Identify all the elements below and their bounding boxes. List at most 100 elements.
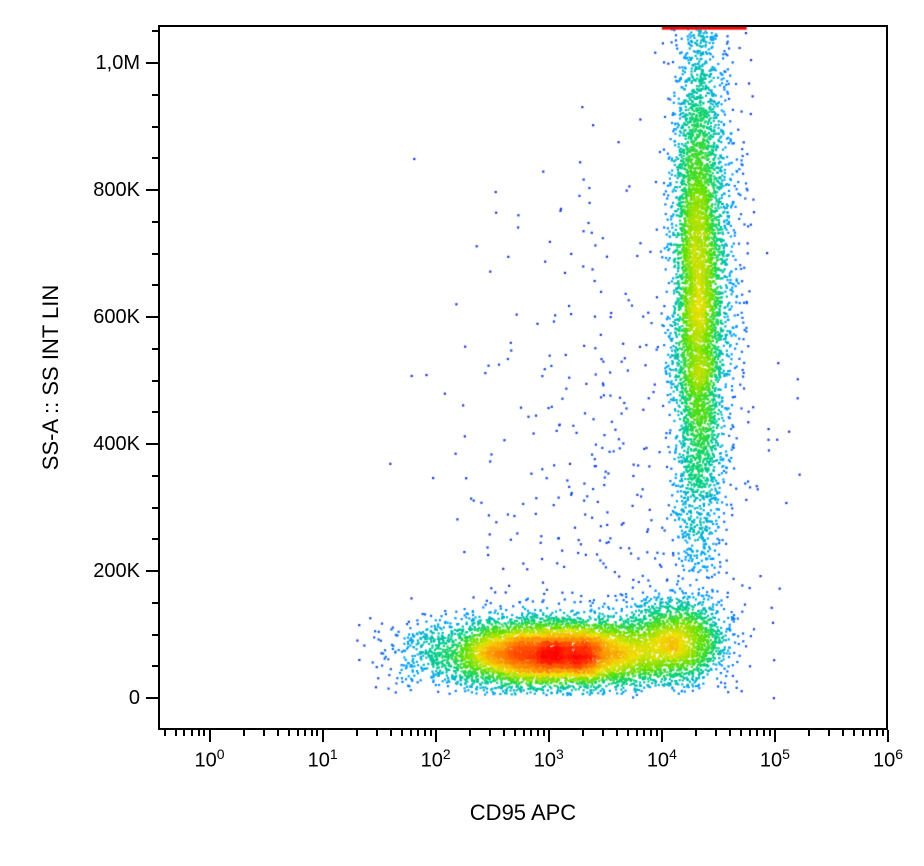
- tick-mark: [152, 94, 158, 96]
- tick-mark: [887, 730, 889, 742]
- tick-mark: [616, 730, 618, 736]
- tick-mark: [763, 730, 765, 736]
- tick-mark: [756, 730, 758, 736]
- tick-mark: [288, 730, 290, 736]
- tick-mark: [828, 730, 830, 736]
- tick-mark: [297, 730, 299, 736]
- tick-mark: [424, 730, 426, 736]
- tick-mark: [602, 730, 604, 736]
- tick-label: 100: [195, 746, 225, 773]
- tick-mark: [774, 730, 776, 742]
- y-axis-title: SS-A :: SS INT LIN: [38, 25, 64, 730]
- tick-mark: [152, 602, 158, 604]
- tick-mark: [390, 730, 392, 736]
- tick-mark: [489, 730, 491, 736]
- tick-mark: [636, 730, 638, 736]
- tick-mark: [650, 730, 652, 736]
- tick-mark: [729, 730, 731, 736]
- plot-area: [158, 25, 888, 730]
- tick-mark: [146, 316, 158, 318]
- tick-mark: [430, 730, 432, 736]
- tick-label: 103: [534, 746, 564, 773]
- tick-label: 1,0M: [96, 52, 140, 75]
- tick-mark: [853, 730, 855, 736]
- tick-mark: [304, 730, 306, 736]
- tick-mark: [146, 62, 158, 64]
- tick-label: 400K: [93, 433, 140, 456]
- tick-mark: [152, 348, 158, 350]
- tick-mark: [401, 730, 403, 736]
- tick-mark: [537, 730, 539, 736]
- tick-mark: [503, 730, 505, 736]
- tick-label: 102: [421, 746, 451, 773]
- tick-mark: [661, 730, 663, 742]
- tick-mark: [627, 730, 629, 736]
- tick-mark: [410, 730, 412, 736]
- tick-label: 800K: [93, 179, 140, 202]
- tick-mark: [152, 411, 158, 413]
- tick-label: 600K: [93, 306, 140, 329]
- tick-mark: [164, 730, 166, 736]
- tick-mark: [152, 126, 158, 128]
- tick-mark: [582, 730, 584, 736]
- tick-mark: [656, 730, 658, 736]
- tick-mark: [152, 157, 158, 159]
- tick-mark: [243, 730, 245, 736]
- tick-mark: [198, 730, 200, 736]
- tick-mark: [152, 665, 158, 667]
- tick-mark: [322, 730, 324, 742]
- tick-mark: [882, 730, 884, 736]
- tick-mark: [277, 730, 279, 736]
- axis-line: [886, 25, 888, 730]
- tick-mark: [548, 730, 550, 742]
- density-canvas: [158, 25, 888, 730]
- tick-label: 104: [647, 746, 677, 773]
- axis-line: [158, 25, 160, 730]
- tick-mark: [749, 730, 751, 736]
- tick-mark: [191, 730, 193, 736]
- tick-mark: [695, 730, 697, 736]
- tick-mark: [740, 730, 742, 736]
- tick-mark: [376, 730, 378, 736]
- flow-cytometry-figure: SS-A :: SS INT LIN CD95 APC 100 101 102 103…: [0, 0, 924, 866]
- tick-mark: [769, 730, 771, 736]
- tick-mark: [869, 730, 871, 736]
- tick-mark: [152, 475, 158, 477]
- tick-mark: [152, 507, 158, 509]
- x-axis-title: CD95 APC: [158, 800, 888, 826]
- tick-mark: [209, 730, 211, 742]
- tick-mark: [523, 730, 525, 736]
- tick-mark: [263, 730, 265, 736]
- tick-mark: [152, 284, 158, 286]
- tick-mark: [203, 730, 205, 736]
- tick-mark: [514, 730, 516, 736]
- tick-label: 106: [873, 746, 903, 773]
- tick-mark: [530, 730, 532, 736]
- tick-mark: [152, 221, 158, 223]
- tick-label: 105: [760, 746, 790, 773]
- tick-mark: [808, 730, 810, 736]
- tick-mark: [876, 730, 878, 736]
- tick-mark: [842, 730, 844, 736]
- tick-mark: [356, 730, 358, 736]
- tick-label: 200K: [93, 560, 140, 583]
- tick-mark: [316, 730, 318, 736]
- tick-mark: [862, 730, 864, 736]
- tick-mark: [469, 730, 471, 736]
- tick-mark: [146, 443, 158, 445]
- tick-mark: [643, 730, 645, 736]
- tick-mark: [175, 730, 177, 736]
- tick-mark: [152, 380, 158, 382]
- tick-mark: [183, 730, 185, 736]
- axis-line: [158, 25, 888, 27]
- tick-mark: [152, 30, 158, 32]
- tick-mark: [417, 730, 419, 736]
- tick-mark: [146, 189, 158, 191]
- tick-mark: [152, 538, 158, 540]
- tick-mark: [152, 253, 158, 255]
- tick-mark: [311, 730, 313, 736]
- tick-mark: [146, 697, 158, 699]
- tick-mark: [146, 570, 158, 572]
- tick-label: 101: [308, 746, 338, 773]
- tick-label: 0: [129, 687, 140, 710]
